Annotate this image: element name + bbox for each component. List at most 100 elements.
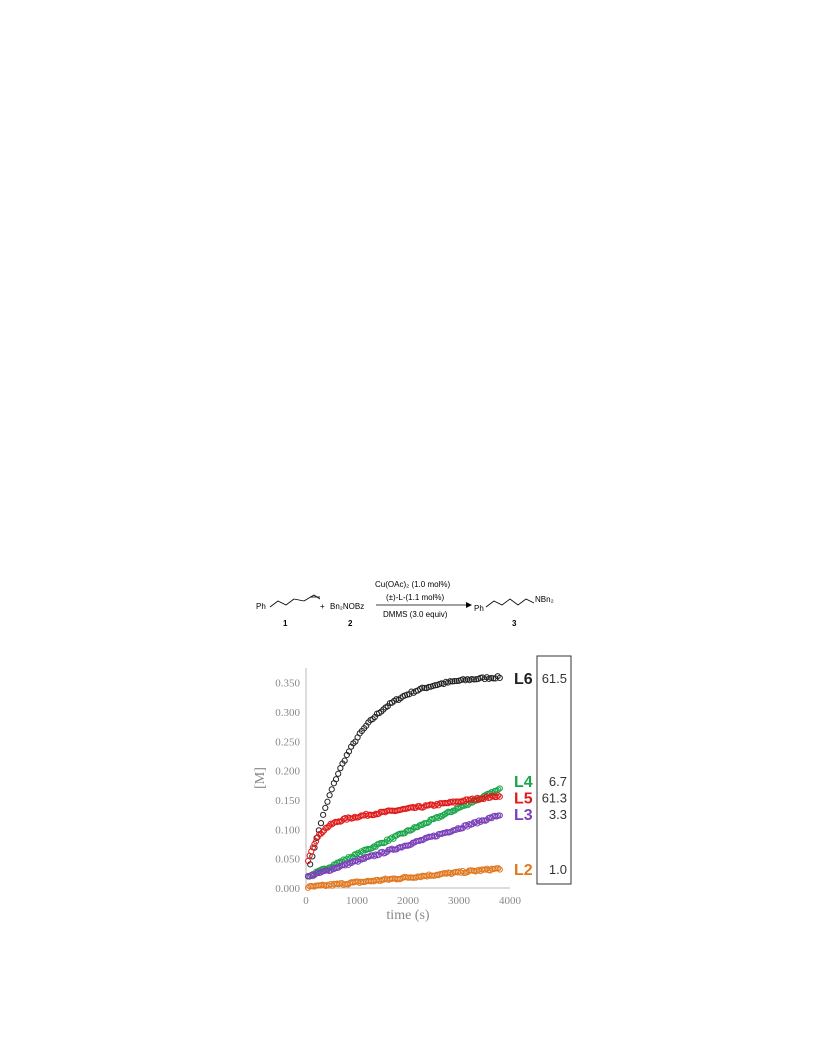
x-tick-label: 0	[303, 895, 309, 907]
x-tick-label: 2000	[397, 895, 420, 907]
product-amine: NBn₂	[535, 595, 554, 604]
data-point	[448, 870, 455, 878]
y-tick-label: 0.150	[275, 795, 300, 807]
reaction-arrow-head	[466, 602, 472, 608]
reactant1-number: 1	[283, 619, 288, 628]
reactant2-number: 2	[348, 619, 353, 628]
ratio-box	[536, 655, 572, 885]
kinetics-chart: 0.000 0.050 0.100 0.150 0.200 0.250 0.300 0.350…	[253, 655, 572, 923]
series-label-L5: L5	[514, 791, 533, 808]
y-tick-labels: 0.000 0.050 0.100 0.150 0.200 0.250 0.300 0.350	[275, 678, 300, 895]
data-point	[419, 684, 426, 691]
series-L2	[304, 865, 503, 891]
series-L5	[304, 792, 503, 865]
data-point	[408, 841, 415, 848]
data-point	[477, 674, 484, 681]
data-point	[387, 835, 394, 842]
data-point	[314, 834, 321, 841]
condition-silane: DMMS (3.0 equiv)	[383, 610, 448, 619]
data-point	[468, 675, 475, 683]
series-L3	[304, 812, 503, 880]
series-label-L3: L3	[514, 807, 533, 824]
data-point	[304, 857, 312, 865]
y-tick-label: 0.050	[275, 854, 300, 866]
data-point	[447, 678, 454, 685]
data-point	[432, 802, 439, 809]
y-axis-label: [M]	[253, 767, 268, 789]
reaction-scheme-bonds	[269, 594, 535, 608]
data-point	[448, 808, 455, 816]
data-point	[453, 677, 460, 685]
series-label-L4: L4	[514, 774, 533, 791]
reaction-scheme: Ph 1 + Bn₂NOBz 2 Cu(OAc)₂ (1.0 mol%) (±)…	[250, 575, 580, 635]
y-tick-label: 0.250	[275, 736, 300, 748]
ratio-value-L4: 6.7	[549, 774, 567, 789]
ratio-value-L6: 61.5	[542, 671, 567, 686]
y-tick-label: 0.300	[275, 707, 300, 719]
reactant1-alkene	[293, 598, 305, 602]
data-point	[320, 811, 327, 818]
data-point	[495, 865, 502, 872]
data-point	[435, 814, 442, 822]
ratio-value-L3: 3.3	[549, 807, 567, 822]
data-point	[317, 830, 325, 837]
data-point	[324, 798, 331, 805]
product-number: 3	[512, 619, 517, 628]
data-point	[348, 859, 355, 867]
data-point	[425, 683, 432, 691]
data-point	[421, 684, 428, 692]
y-tick-label: 0.000	[275, 883, 300, 895]
y-tick-label: 0.100	[275, 824, 300, 836]
data-point	[495, 792, 502, 799]
chart-axes	[305, 668, 510, 889]
data-points	[304, 673, 503, 891]
data-point	[335, 864, 342, 871]
data-point	[345, 748, 353, 755]
condition-ligand: (±)-L-(1.1 mol%)	[386, 593, 445, 602]
ratio-labels: 61.5 6.7 61.33.3 1.0	[542, 671, 567, 877]
data-point	[332, 776, 340, 783]
data-point	[451, 677, 458, 685]
y-tick-label: 0.200	[275, 766, 300, 778]
data-point	[341, 757, 348, 764]
data-point	[369, 844, 376, 852]
reactant1-vinyl	[303, 594, 321, 602]
data-point	[495, 786, 502, 793]
data-point	[319, 829, 326, 836]
x-tick-label: 4000	[499, 895, 522, 907]
plus-sign: +	[320, 602, 325, 611]
data-point	[458, 798, 465, 805]
data-point	[496, 812, 503, 819]
series-label-L2: L2	[514, 862, 533, 879]
product-chain	[485, 598, 535, 608]
data-point	[432, 682, 439, 689]
data-point	[449, 678, 456, 685]
data-point	[496, 793, 503, 800]
data-point	[496, 866, 503, 873]
data-point	[353, 851, 360, 858]
data-point	[317, 820, 325, 827]
data-point	[358, 856, 365, 863]
data-point	[496, 785, 503, 792]
data-point	[328, 786, 335, 793]
data-point	[496, 674, 503, 681]
data-point	[335, 770, 342, 777]
data-point	[470, 676, 478, 683]
series-L4	[304, 785, 503, 880]
x-tick-label: 1000	[346, 895, 369, 907]
product-ph: Ph	[474, 604, 484, 613]
reactant1-ph: Ph	[256, 602, 266, 611]
data-point	[308, 848, 315, 855]
condition-catalyst: Cu(OAc)₂ (1.0 mol%)	[375, 580, 451, 589]
ratio-value-L2: 1.0	[549, 862, 567, 877]
data-point	[309, 844, 316, 851]
data-point	[361, 855, 368, 862]
x-tick-label: 3000	[448, 895, 471, 907]
series-label-L6: L6	[514, 671, 533, 688]
data-point	[493, 793, 500, 801]
data-point	[312, 838, 320, 845]
data-point	[326, 792, 333, 799]
y-tick-label: 0.350	[275, 678, 300, 690]
data-point	[322, 804, 329, 811]
